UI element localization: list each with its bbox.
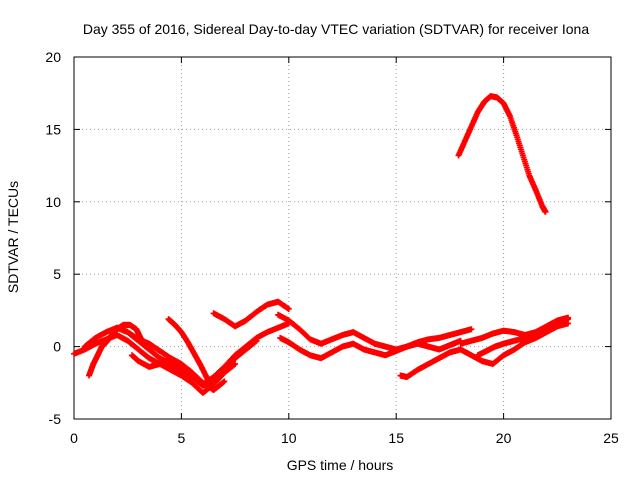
data-point bbox=[232, 360, 239, 367]
data-point bbox=[468, 326, 475, 333]
data-point bbox=[565, 316, 572, 323]
data-point bbox=[231, 361, 238, 368]
chart-title: Day 355 of 2016, Sidereal Day-to-day VTE… bbox=[83, 21, 590, 37]
y-axis-label: SDTVAR / TECUs bbox=[5, 181, 21, 293]
x-tick-label: 5 bbox=[178, 430, 186, 446]
y-tick-label: 20 bbox=[45, 49, 61, 65]
series-arc-7 bbox=[210, 298, 292, 330]
series-arc-9 bbox=[277, 334, 464, 362]
data-point bbox=[221, 378, 228, 385]
x-axis-label: GPS time / hours bbox=[287, 457, 394, 473]
y-tick-label: 15 bbox=[45, 121, 61, 137]
series-arc-12 bbox=[474, 316, 572, 359]
data-point bbox=[220, 379, 227, 386]
series-arc-13 bbox=[455, 93, 549, 215]
y-tick-label: -5 bbox=[49, 411, 62, 427]
series-arc-6 bbox=[165, 316, 217, 394]
plot-frame bbox=[73, 56, 612, 420]
grid bbox=[74, 57, 611, 419]
data-point bbox=[210, 387, 217, 394]
data-point bbox=[542, 208, 549, 215]
tick-marks bbox=[73, 56, 612, 420]
data-series bbox=[71, 93, 572, 396]
y-tick-label: 10 bbox=[45, 194, 61, 210]
x-tick-label: 10 bbox=[281, 430, 297, 446]
tick-labels: 0 5 10 15 20 25 -5 0 5 10 15 20 bbox=[45, 49, 619, 446]
x-tick-label: 15 bbox=[388, 430, 404, 446]
y-tick-label: 0 bbox=[53, 339, 61, 355]
series-arc-3 bbox=[86, 321, 151, 379]
x-tick-label: 0 bbox=[70, 430, 78, 446]
y-tick-label: 5 bbox=[53, 266, 61, 282]
x-tick-label: 25 bbox=[603, 430, 619, 446]
data-point bbox=[285, 305, 292, 312]
x-tick-label: 20 bbox=[496, 430, 512, 446]
